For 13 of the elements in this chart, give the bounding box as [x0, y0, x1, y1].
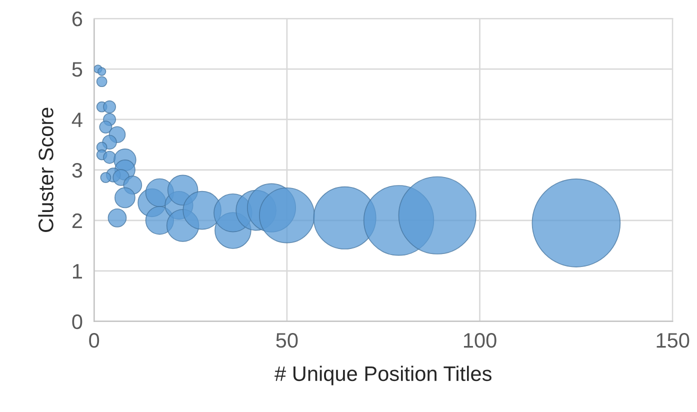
y-tick-label: 4: [72, 112, 82, 128]
x-tick-label: 100: [464, 333, 496, 348]
y-tick-label: 0: [72, 314, 82, 330]
y-axis-title: Cluster Score: [38, 108, 54, 232]
x-tick-label: 150: [656, 333, 690, 348]
x-tick-label: 0: [89, 333, 100, 348]
x-axis-title: # Unique Position Titles: [274, 366, 492, 386]
y-tick-label: 5: [72, 62, 82, 77]
y-tick-label: 3: [72, 162, 82, 178]
x-tick-label: 50: [276, 333, 298, 348]
y-tick-label: 6: [72, 12, 82, 26]
y-tick-label: 1: [72, 264, 82, 278]
y-tick-label: 2: [72, 213, 82, 228]
